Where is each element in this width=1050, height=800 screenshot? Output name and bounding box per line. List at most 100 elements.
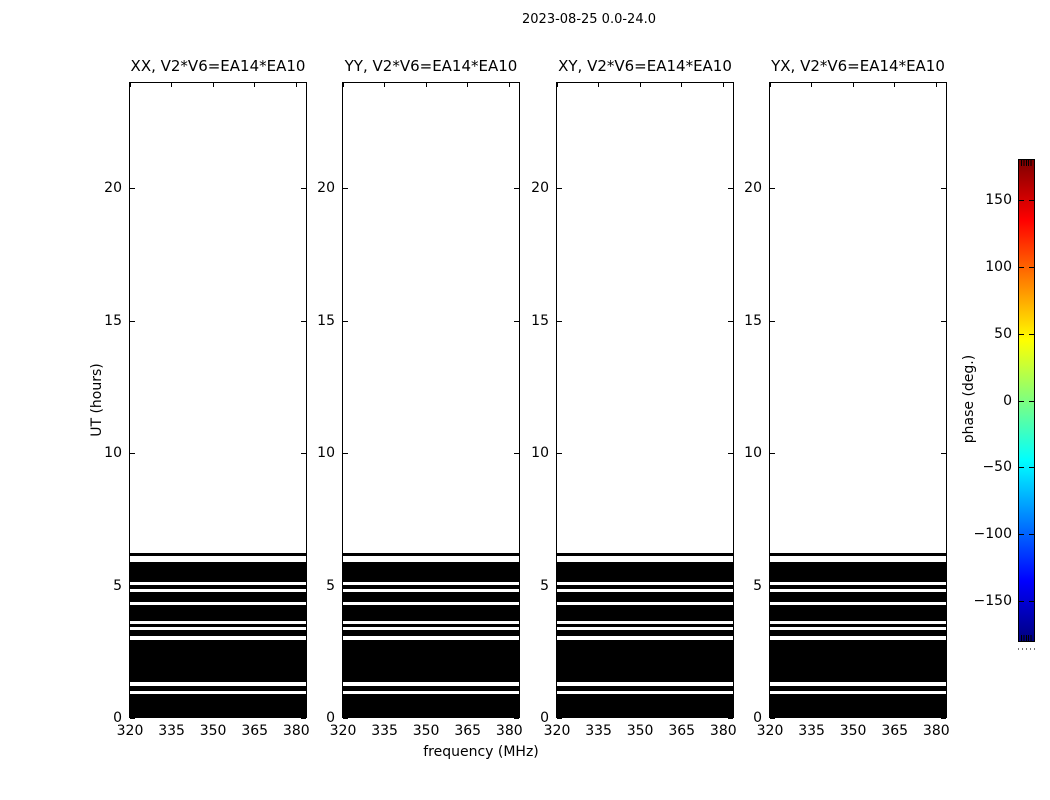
data-band xyxy=(770,623,946,627)
data-band xyxy=(130,592,306,602)
colorbar-tick xyxy=(1019,600,1024,602)
x-tick xyxy=(811,83,813,87)
y-tick xyxy=(728,188,733,189)
y-tick xyxy=(557,718,562,719)
colorbar-underflow-dots xyxy=(1018,648,1035,650)
x-tick xyxy=(557,83,558,87)
x-tick-label: 320 xyxy=(116,723,144,739)
data-band xyxy=(557,584,733,590)
x-tick xyxy=(722,713,724,717)
x-tick xyxy=(212,713,214,717)
data-band xyxy=(557,629,733,637)
y-tick xyxy=(557,585,562,587)
colorbar-tick-label: −50 xyxy=(982,459,1012,476)
y-tick xyxy=(557,453,562,454)
data-band xyxy=(130,686,306,692)
x-tick-label: 320 xyxy=(756,723,784,739)
y-tick xyxy=(343,320,348,322)
data-band xyxy=(557,592,733,602)
x-tick xyxy=(425,713,427,717)
x-tick xyxy=(508,713,510,717)
x-tick-label: 380 xyxy=(922,723,950,739)
colorbar-tick xyxy=(1019,267,1024,269)
y-tick xyxy=(130,320,135,322)
y-tick xyxy=(301,320,306,322)
x-tick-label: 380 xyxy=(709,723,737,739)
colorbar-tick xyxy=(1029,333,1034,335)
data-band xyxy=(557,561,733,582)
colorbar-rug-bottom xyxy=(1021,635,1032,641)
y-tick xyxy=(941,718,946,719)
y-tick-label: 20 xyxy=(317,180,335,196)
data-band xyxy=(130,623,306,627)
x-tick-label: 350 xyxy=(412,723,440,739)
x-tick xyxy=(384,713,386,717)
data-band xyxy=(343,629,519,637)
y-tick xyxy=(301,718,306,719)
data-band xyxy=(343,604,519,621)
colorbar-label: phase (deg.) xyxy=(961,354,977,444)
data-band xyxy=(557,623,733,627)
y-tick xyxy=(557,320,562,322)
data-band xyxy=(770,553,946,556)
y-tick xyxy=(770,585,775,587)
x-tick xyxy=(508,83,510,87)
x-tick xyxy=(935,83,937,87)
colorbar-rug-top xyxy=(1021,160,1032,166)
y-tick xyxy=(728,453,733,454)
y-tick-label: 0 xyxy=(540,710,549,726)
y-tick xyxy=(728,585,733,587)
y-tick-label: 20 xyxy=(531,180,549,196)
colorbar-tick xyxy=(1029,533,1034,535)
y-tick xyxy=(301,453,306,454)
x-tick-label: 350 xyxy=(626,723,654,739)
colorbar-tick-label: 0 xyxy=(1003,392,1012,409)
y-tick-label: 10 xyxy=(531,445,549,461)
x-tick xyxy=(681,713,683,717)
x-tick xyxy=(811,713,813,717)
x-tick xyxy=(295,713,297,717)
colorbar-tick-label: 100 xyxy=(985,259,1012,276)
x-tick-label: 335 xyxy=(158,723,185,739)
x-tick xyxy=(467,83,469,87)
data-band xyxy=(343,561,519,582)
y-tick-label: 0 xyxy=(113,710,122,726)
colorbar-tick xyxy=(1019,400,1024,402)
y-tick xyxy=(514,453,519,454)
data-band xyxy=(343,592,519,602)
x-tick xyxy=(254,83,256,87)
y-tick xyxy=(770,188,775,189)
x-tick-label: 365 xyxy=(668,723,696,739)
data-band xyxy=(130,553,306,556)
colorbar-tick xyxy=(1029,600,1034,602)
y-tick-label: 20 xyxy=(104,180,122,196)
panel-YY xyxy=(342,82,520,719)
panel-XX xyxy=(129,82,307,719)
x-axis-label: frequency (MHz) xyxy=(423,744,539,760)
colorbar-tick xyxy=(1029,200,1034,202)
panel-YX xyxy=(769,82,947,719)
x-tick xyxy=(171,83,173,87)
x-tick xyxy=(171,713,173,717)
data-band xyxy=(770,639,946,683)
figure-title: 2023-08-25 0.0-24.0 xyxy=(522,12,656,27)
y-tick xyxy=(130,718,135,719)
data-band xyxy=(770,592,946,602)
y-tick-label: 15 xyxy=(317,312,335,329)
panel-title-XX: XX, V2*V6=EA14*EA10 xyxy=(130,57,306,75)
x-tick xyxy=(852,83,854,87)
y-tick-label: 15 xyxy=(744,312,762,329)
data-band xyxy=(770,629,946,637)
y-tick-label: 5 xyxy=(113,577,122,594)
data-band xyxy=(557,639,733,683)
x-tick xyxy=(681,83,683,87)
x-tick xyxy=(384,83,386,87)
y-tick-label: 15 xyxy=(531,312,549,329)
colorbar-tick xyxy=(1019,333,1024,335)
y-tick xyxy=(343,585,348,587)
panel-XY xyxy=(556,82,734,719)
y-axis-label: UT (hours) xyxy=(89,363,105,437)
y-tick xyxy=(941,188,946,189)
x-tick-label: 320 xyxy=(543,723,571,739)
colorbar xyxy=(1018,159,1035,642)
